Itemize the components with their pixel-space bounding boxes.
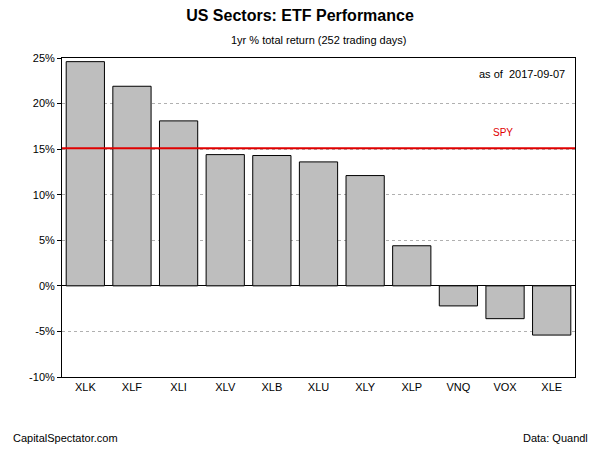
svg-text:25%: 25%: [33, 52, 55, 64]
svg-text:Data: Quandl: Data: Quandl: [523, 432, 588, 444]
svg-text:-10%: -10%: [29, 371, 55, 383]
svg-text:XLY: XLY: [355, 381, 376, 393]
svg-text:XLB: XLB: [261, 381, 282, 393]
svg-text:XLV: XLV: [215, 381, 236, 393]
svg-text:XLK: XLK: [75, 381, 96, 393]
svg-text:XLE: XLE: [541, 381, 562, 393]
svg-text:as of 2017-09-07: as of 2017-09-07: [479, 68, 565, 80]
svg-text:CapitalSpectator.com: CapitalSpectator.com: [13, 432, 118, 444]
svg-text:1yr % total return (252 tradin: 1yr % total return (252 trading days): [231, 34, 406, 46]
svg-text:VOX: VOX: [493, 381, 517, 393]
svg-text:10%: 10%: [33, 189, 55, 201]
svg-text:US Sectors: ETF Performance: US Sectors: ETF Performance: [186, 7, 414, 24]
svg-text:5%: 5%: [39, 234, 55, 246]
svg-text:SPY: SPY: [493, 127, 513, 138]
svg-text:VNQ: VNQ: [446, 381, 470, 393]
svg-text:XLI: XLI: [170, 381, 187, 393]
svg-text:20%: 20%: [33, 97, 55, 109]
svg-text:XLF: XLF: [122, 381, 142, 393]
svg-text:15%: 15%: [33, 143, 55, 155]
svg-text:-5%: -5%: [35, 325, 55, 337]
svg-text:XLP: XLP: [401, 381, 422, 393]
svg-text:XLU: XLU: [308, 381, 329, 393]
svg-text:0%: 0%: [39, 280, 55, 292]
